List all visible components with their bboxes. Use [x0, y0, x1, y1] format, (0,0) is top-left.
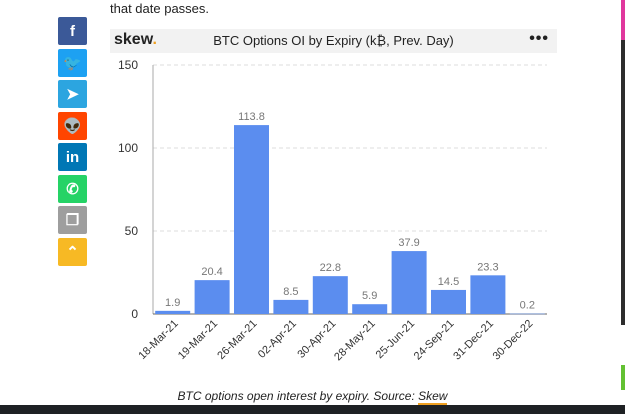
caption-text: BTC options open interest by expiry. Sou…: [177, 389, 419, 403]
figure-caption: BTC options open interest by expiry. Sou…: [0, 389, 625, 405]
x-tick-label: 31-Dec-21: [451, 318, 496, 363]
reddit-icon: 👽: [63, 117, 82, 135]
twitter-icon: 🐦: [63, 54, 82, 72]
bar: [431, 289, 466, 314]
data-label: 20.4: [201, 266, 222, 278]
scroll-up-icon: ⌃: [66, 243, 79, 261]
caption-source-link[interactable]: Skew: [418, 389, 448, 405]
bar-chart: 0 50 100 150 1.9 18-Mar-21 20.4 19-Mar-21 113.8 2…: [118, 58, 547, 364]
bar: [509, 313, 545, 315]
bar: [273, 299, 309, 314]
page-edge-green: [621, 365, 625, 390]
data-label: 1.9: [165, 297, 180, 309]
y-tick-label: 50: [125, 224, 139, 238]
y-tick-label: 100: [118, 141, 138, 155]
bar: [352, 304, 388, 314]
bar: [194, 280, 230, 314]
data-label: 8.5: [283, 286, 298, 298]
x-tick-label: 26-Mar-21: [215, 318, 259, 362]
x-tick-label: 24-Sep-21: [412, 318, 457, 363]
whatsapp-icon: ✆: [66, 180, 79, 198]
chart-menu-button[interactable]: •••: [529, 30, 549, 47]
share-sidebar: f 🐦 ➤ 👽 in ✆ ❐ ⌃: [58, 17, 87, 269]
data-label: 113.8: [238, 111, 265, 123]
x-tick-label: 18-Mar-21: [136, 318, 180, 362]
page-edge-accent: [621, 0, 625, 40]
facebook-share-button[interactable]: f: [58, 17, 87, 45]
page-edge-bar: [621, 40, 625, 325]
linkedin-share-button[interactable]: in: [58, 143, 87, 171]
data-label: 14.5: [438, 276, 459, 288]
article-intro-text: that date passes.: [110, 1, 210, 16]
x-tick-label: 02-Apr-21: [256, 318, 299, 361]
x-tick-label: 25-Jun-21: [374, 318, 418, 362]
y-tick-label: 0: [131, 307, 138, 321]
telegram-icon: ➤: [66, 86, 79, 103]
copy-share-button[interactable]: ❐: [58, 206, 87, 234]
bar: [234, 125, 269, 314]
facebook-icon: f: [70, 22, 75, 40]
data-label: 22.8: [320, 262, 341, 274]
data-label: 23.3: [477, 261, 498, 273]
chart-header: skew. BTC Options OI by Expiry (k₿, Prev…: [110, 29, 557, 53]
telegram-share-button[interactable]: ➤: [58, 80, 87, 108]
bar: [391, 251, 427, 314]
bottom-bar: [0, 405, 625, 414]
x-tick-label: 30-Dec-22: [491, 318, 536, 363]
reddit-share-button[interactable]: 👽: [58, 111, 87, 140]
data-label: 5.9: [362, 290, 377, 302]
data-label: 37.9: [398, 237, 419, 249]
bar: [312, 276, 348, 314]
skew-logo-text: skew: [114, 31, 153, 48]
bar: [155, 310, 191, 314]
skew-logo-dot: .: [152, 31, 157, 48]
y-tick-label: 150: [118, 58, 138, 72]
linkedin-icon: in: [65, 148, 80, 166]
data-label: 0.2: [520, 300, 535, 312]
bar: [470, 275, 506, 314]
scroll-up-share-button[interactable]: ⌃: [58, 237, 87, 266]
twitter-share-button[interactable]: 🐦: [58, 48, 87, 77]
chart-widget: skew. BTC Options OI by Expiry (k₿, Prev…: [110, 29, 557, 381]
skew-logo[interactable]: skew.: [114, 31, 157, 49]
x-tick-label: 19-Mar-21: [176, 318, 220, 362]
whatsapp-share-button[interactable]: ✆: [58, 174, 87, 203]
copy-icon: ❐: [65, 212, 80, 229]
chart-title: BTC Options OI by Expiry (k₿, Prev. Day): [213, 33, 454, 48]
x-tick-label: 28-May-21: [332, 318, 378, 364]
